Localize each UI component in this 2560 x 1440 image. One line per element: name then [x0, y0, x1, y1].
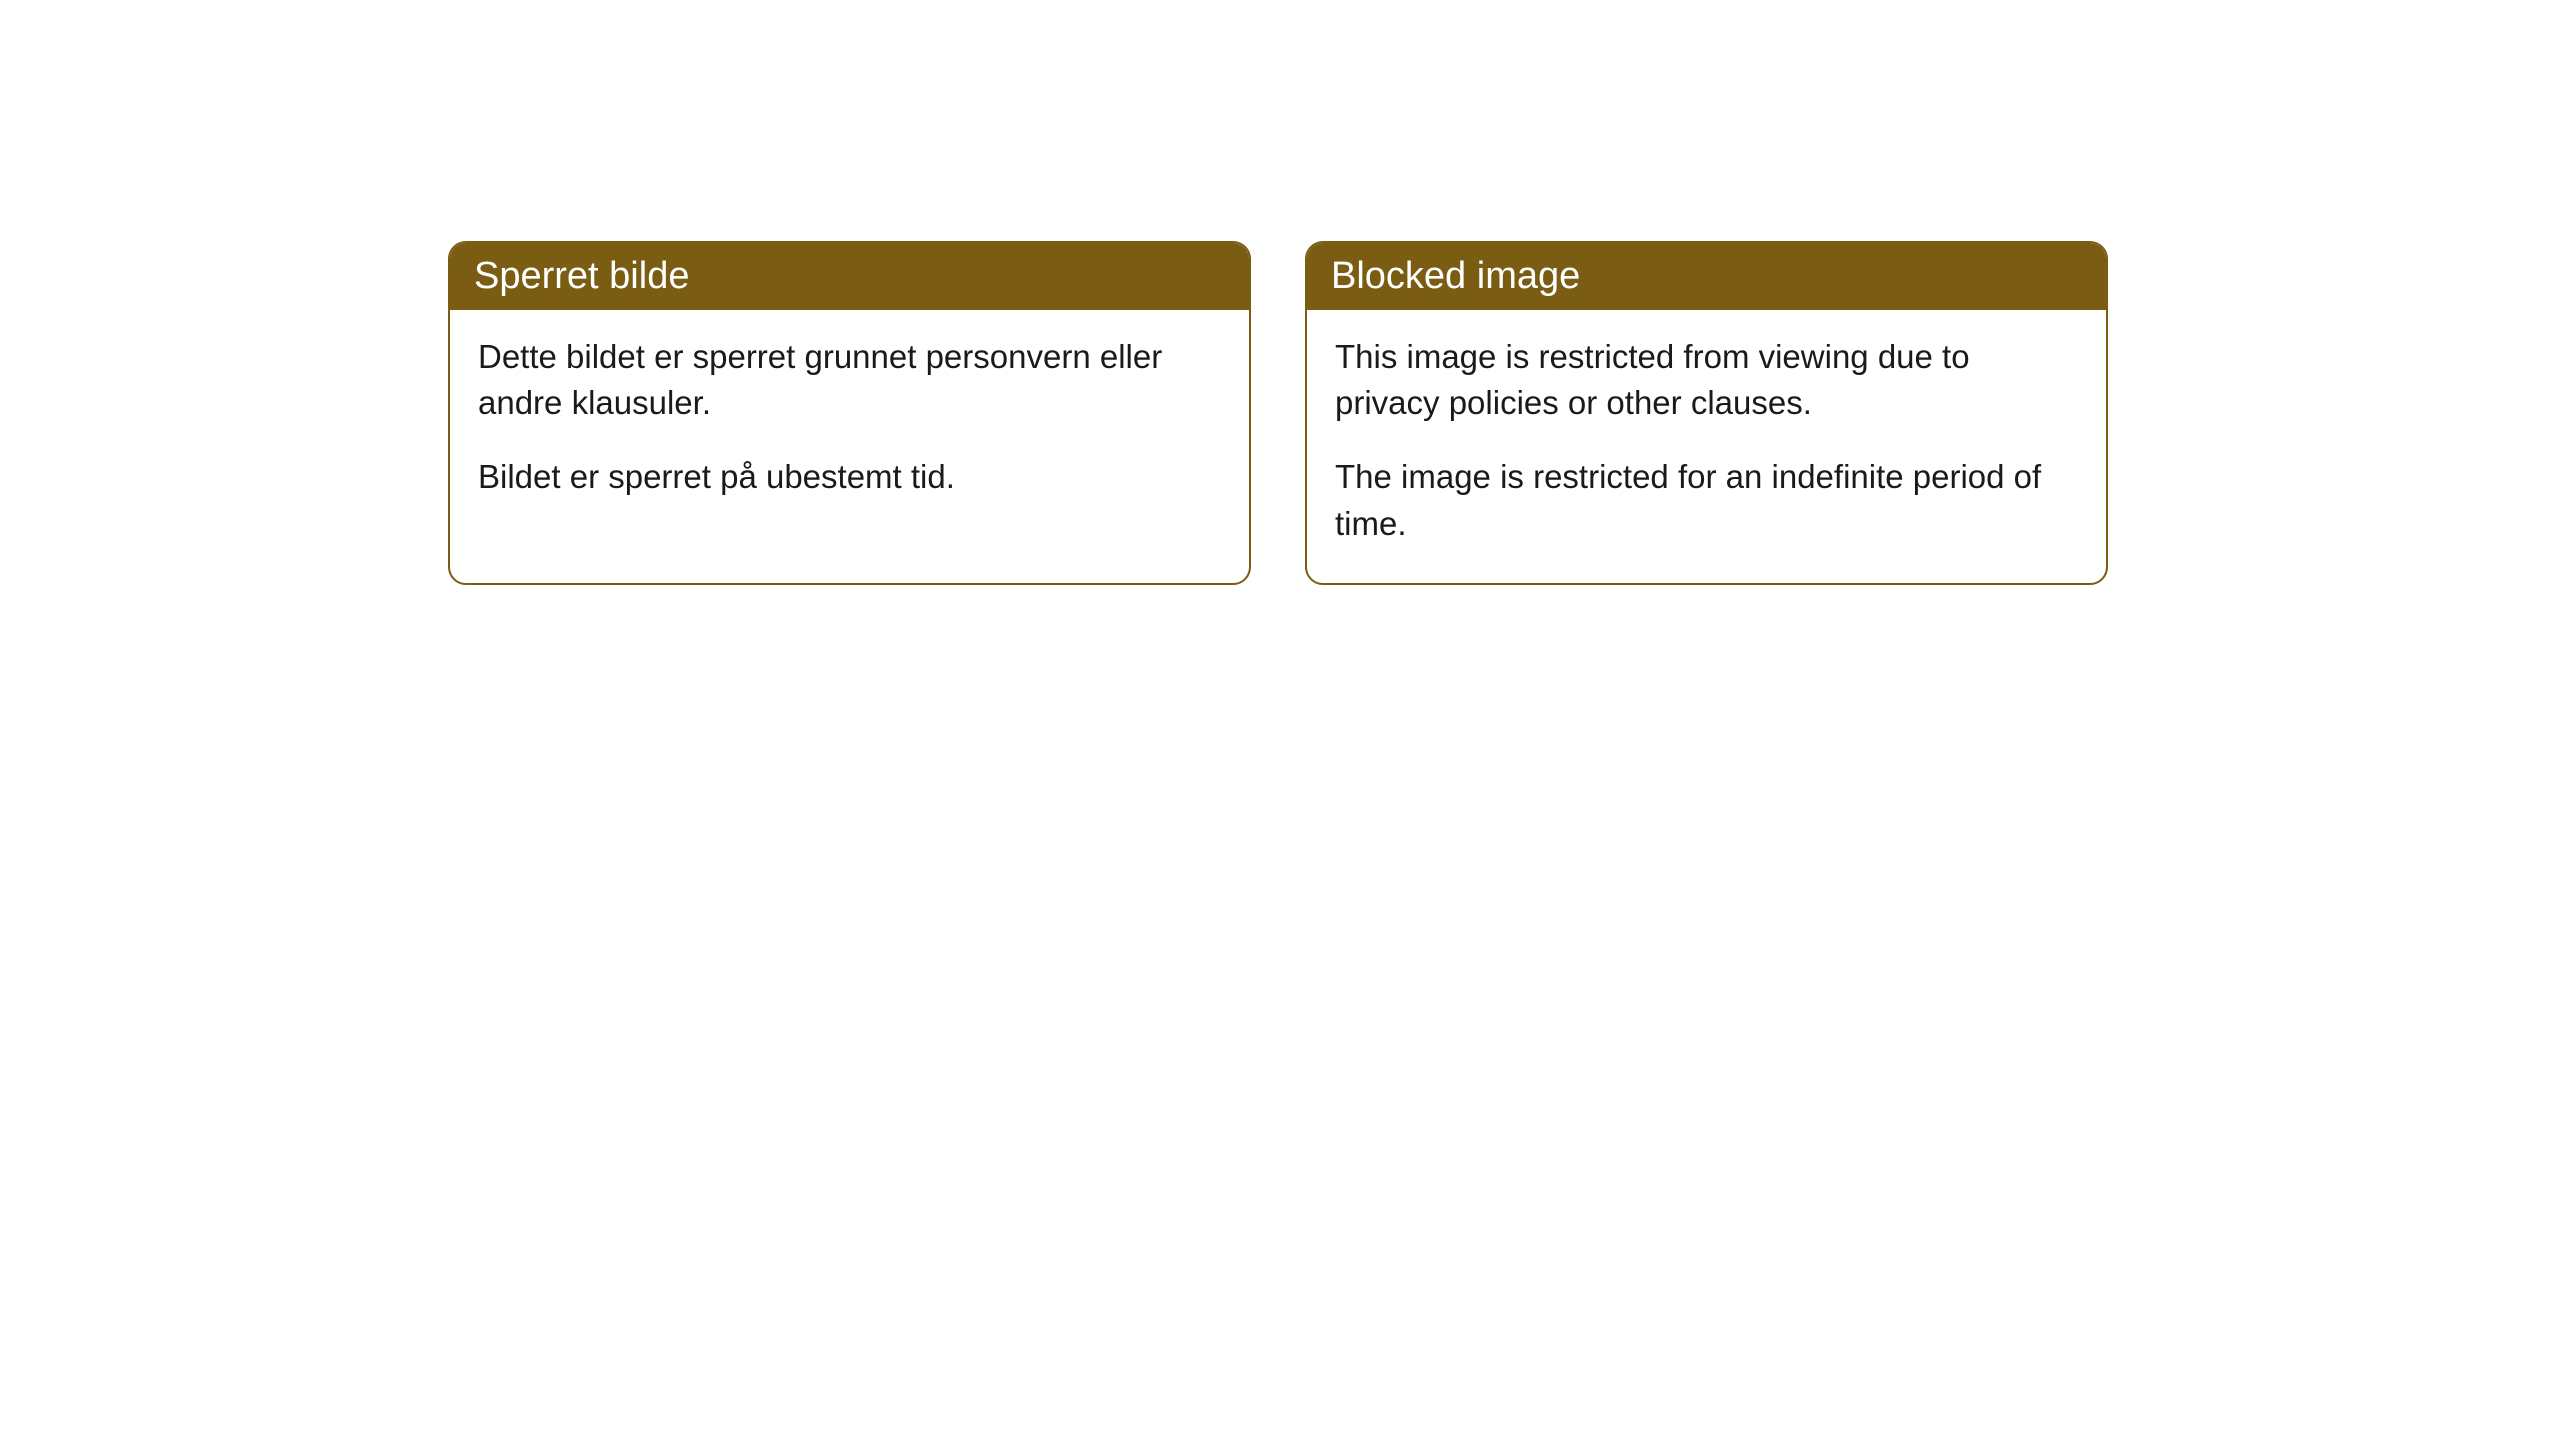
card-paragraph-2-english: The image is restricted for an indefinit…	[1335, 454, 2078, 546]
card-header-english: Blocked image	[1307, 243, 2106, 310]
card-body-english: This image is restricted from viewing du…	[1307, 310, 2106, 583]
blocked-image-card-norwegian: Sperret bilde Dette bildet er sperret gr…	[448, 241, 1251, 585]
card-body-norwegian: Dette bildet er sperret grunnet personve…	[450, 310, 1249, 537]
card-paragraph-1-norwegian: Dette bildet er sperret grunnet personve…	[478, 334, 1221, 426]
card-header-norwegian: Sperret bilde	[450, 243, 1249, 310]
blocked-image-card-english: Blocked image This image is restricted f…	[1305, 241, 2108, 585]
blocked-image-cards-container: Sperret bilde Dette bildet er sperret gr…	[448, 241, 2108, 585]
card-paragraph-2-norwegian: Bildet er sperret på ubestemt tid.	[478, 454, 1221, 500]
card-paragraph-1-english: This image is restricted from viewing du…	[1335, 334, 2078, 426]
